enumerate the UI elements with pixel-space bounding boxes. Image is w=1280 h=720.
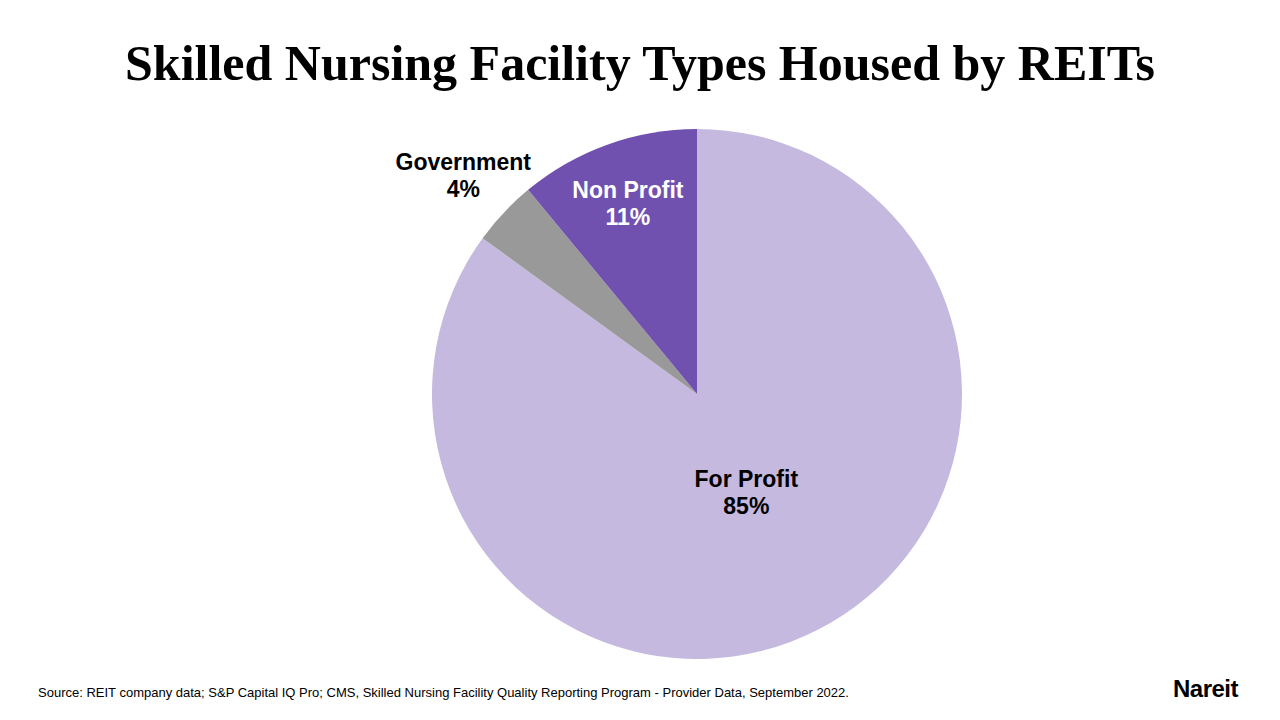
source-note: Source: REIT company data; S&P Capital I… <box>38 685 849 700</box>
slice-category-label: Non Profit <box>572 177 683 203</box>
title: Skilled Nursing Facility Types Housed by… <box>125 35 1155 91</box>
slice-value-label: 11% <box>605 204 650 230</box>
slices <box>432 129 962 659</box>
slice-value-label: 85% <box>723 493 769 519</box>
slice-category-label: For Profit <box>695 466 799 492</box>
logo: Nareit <box>1173 675 1239 702</box>
data-labels: For Profit85% Government4% Non Profit11% <box>396 149 799 518</box>
pie-slice <box>432 129 962 659</box>
chart: Skilled Nursing Facility Types Housed by… <box>0 0 1280 720</box>
slice-category-label: Government <box>396 149 532 175</box>
pie-slice <box>528 129 697 394</box>
slice-value-label: 4% <box>447 176 480 202</box>
